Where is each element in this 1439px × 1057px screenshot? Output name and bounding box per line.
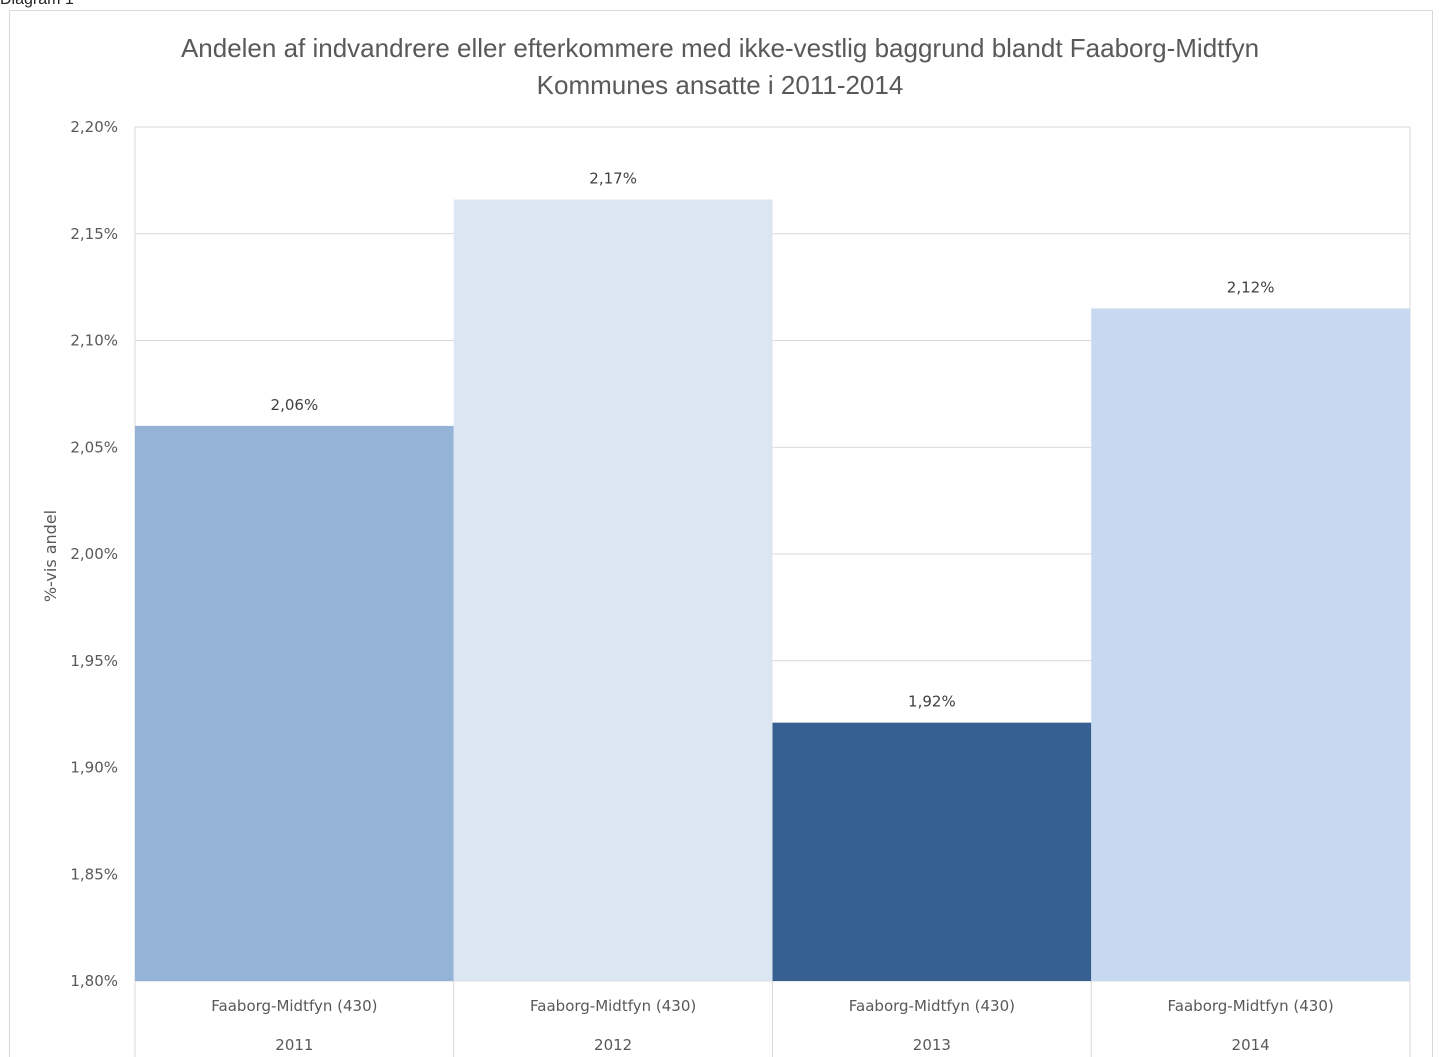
data-label: 2,12% [1227,278,1275,296]
x-tick-label-group: Faaborg-Midtfyn (430) [530,997,696,1015]
bar [1091,308,1410,982]
diagram-caption: Diagram 1 [0,0,74,8]
x-tick-label-group: Faaborg-Midtfyn (430) [211,997,377,1015]
y-tick-label: 2,10% [70,332,118,350]
y-tick-label: 2,20% [70,118,118,136]
x-tick-label-year: 2012 [594,1036,632,1054]
y-tick-label: 2,00% [70,545,118,563]
bar [453,199,773,982]
data-label: 2,06% [271,396,319,414]
y-tick-label: 2,05% [70,438,118,456]
y-tick-label: 1,90% [70,759,118,777]
y-tick-label: 2,15% [70,225,118,243]
data-labels: 2,06% 2,17% 1,92% 2,12% [271,170,1275,711]
y-tick-label: 1,80% [70,972,118,990]
bar [135,425,454,981]
x-axis: Faaborg-Midtfyn (430) 2011 Faaborg-Midtfyn… [134,981,1411,1057]
x-tick-label-year: 2014 [1232,1036,1270,1054]
y-axis-ticks: 1,80% 1,85% 1,90% 1,95% 2,00% 2,05% 2,10% 2,15%… [70,118,118,990]
chart-frame [9,10,1433,1057]
y-axis-label: %-vis andel [41,510,60,602]
x-tick-label-year: 2011 [275,1036,313,1054]
x-tick-label-year: 2013 [913,1036,951,1054]
bars [135,199,1410,982]
chart-title: Andelen af indvandrere eller efterkommer… [180,33,1260,100]
y-tick-label: 1,95% [70,652,118,670]
x-tick-label-group: Faaborg-Midtfyn (430) [849,997,1015,1015]
data-label: 2,17% [589,170,637,188]
bar [772,722,1092,981]
y-tick-label: 1,85% [70,865,118,883]
data-label: 1,92% [908,693,956,711]
x-tick-label-group: Faaborg-Midtfyn (430) [1168,997,1334,1015]
